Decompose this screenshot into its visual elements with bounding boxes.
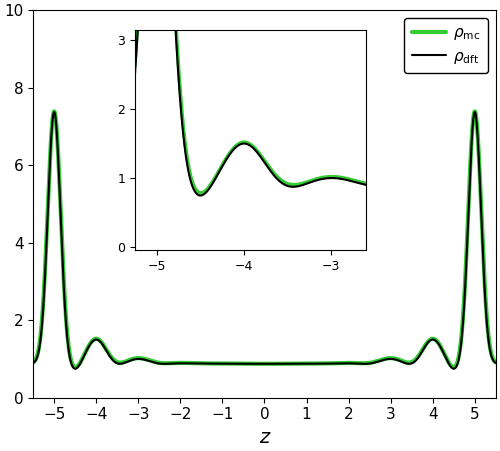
$\rho_{\mathrm{dft}}$ bbox=[304, 361, 310, 366]
$\rho_{\mathrm{mc}}$ bbox=[398, 358, 404, 363]
$\rho_{\mathrm{dft}}$ bbox=[30, 360, 36, 366]
$\rho_{\mathrm{mc}}$ bbox=[198, 361, 203, 366]
$\rho_{\mathrm{dft}}$ bbox=[373, 359, 379, 365]
X-axis label: z: z bbox=[260, 428, 270, 447]
$\rho_{\mathrm{dft}}$ bbox=[493, 360, 499, 366]
$\rho_{\mathrm{mc}}$ bbox=[373, 359, 379, 364]
$\rho_{\mathrm{dft}}$ bbox=[54, 126, 60, 131]
$\rho_{\mathrm{mc}}$ bbox=[54, 124, 60, 129]
$\rho_{\mathrm{dft}}$ bbox=[324, 361, 330, 366]
$\rho_{\mathrm{mc}}$ bbox=[304, 361, 310, 366]
$\rho_{\mathrm{mc}}$ bbox=[493, 360, 499, 365]
$\rho_{\mathrm{mc}}$ bbox=[450, 364, 456, 370]
Line: $\rho_{\mathrm{mc}}$: $\rho_{\mathrm{mc}}$ bbox=[33, 111, 496, 367]
$\rho_{\mathrm{dft}}$ bbox=[72, 366, 78, 372]
$\rho_{\mathrm{mc}}$ bbox=[51, 109, 57, 114]
$\rho_{\mathrm{dft}}$ bbox=[198, 361, 204, 366]
Line: $\rho_{\mathrm{dft}}$: $\rho_{\mathrm{dft}}$ bbox=[33, 112, 496, 369]
$\rho_{\mathrm{mc}}$ bbox=[30, 360, 36, 365]
Legend: $\rho_{\mathrm{mc}}$, $\rho_{\mathrm{dft}}$: $\rho_{\mathrm{mc}}$, $\rho_{\mathrm{dft… bbox=[404, 18, 488, 73]
$\rho_{\mathrm{mc}}$ bbox=[324, 361, 330, 366]
$\rho_{\mathrm{dft}}$ bbox=[398, 359, 404, 364]
$\rho_{\mathrm{dft}}$ bbox=[51, 110, 57, 115]
